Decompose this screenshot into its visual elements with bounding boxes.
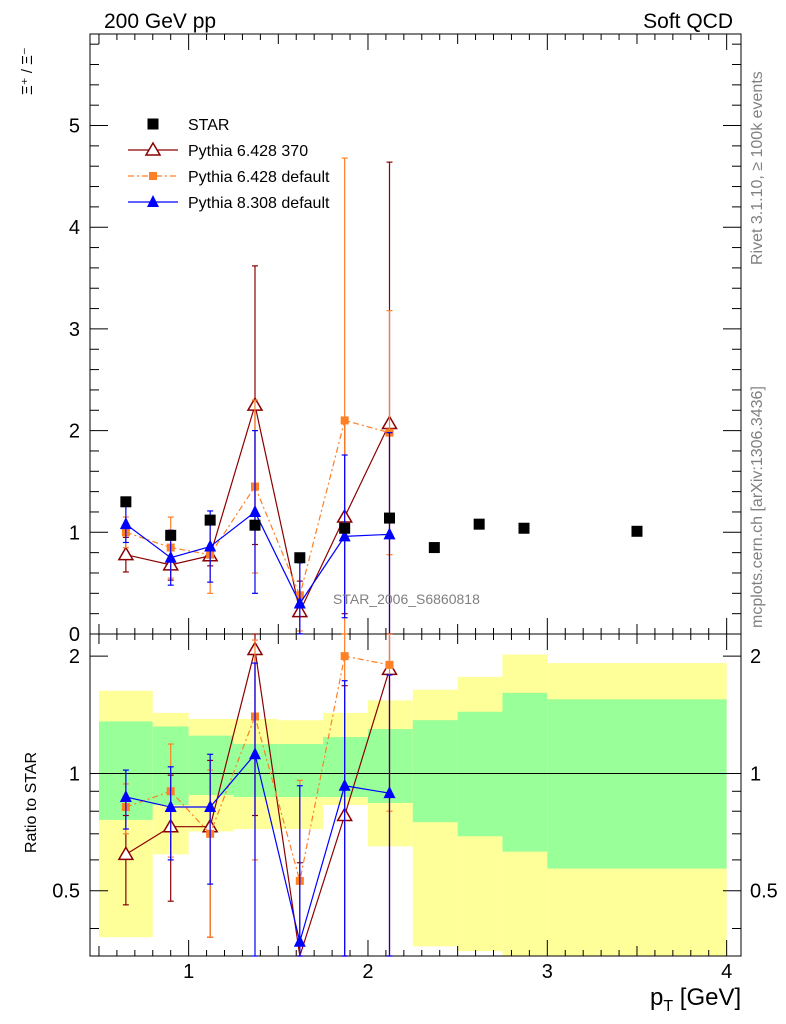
data-point: [340, 652, 349, 661]
inner-band-bin: [278, 744, 324, 798]
header-right: Soft QCD: [643, 10, 733, 33]
x-tick-label: 4: [721, 961, 732, 983]
x-tick-label: 3: [542, 961, 553, 983]
ratio-y-tick-label: 2: [69, 646, 80, 668]
data-point: [147, 118, 159, 130]
legend-label: Pythia 6.428 default: [188, 169, 330, 186]
legend: STAR Pythia 6.428 370 Pythia 6.428 default…: [128, 117, 330, 212]
inner-band-bin: [412, 720, 458, 823]
main-y-axis-label: Ξ⁺ / Ξ⁻: [19, 47, 36, 95]
legend-label: Pythia 8.308 default: [188, 195, 330, 212]
data-point: [119, 790, 132, 803]
axis-labels: 1 2 3 4 0 1 2 3 4 5 0.5 0.5 1 1 2 2: [52, 116, 778, 983]
legend-label: STAR: [188, 117, 229, 134]
plot-frames: [89, 33, 742, 957]
data-point: [204, 539, 217, 552]
y-tick-label: 1: [69, 522, 80, 544]
inner-band-bin: [502, 692, 548, 852]
main-series: [117, 161, 398, 635]
inner-band-bin: [457, 711, 503, 837]
y-tick-label: 2: [69, 421, 80, 443]
rivet-label: Rivet 3.1.10, ≥ 100k events: [749, 71, 766, 265]
ratio-series: [119, 662, 396, 957]
ratio-y-tick-label-right: 2: [750, 646, 761, 668]
legend-entry: Pythia 6.428 370: [128, 141, 308, 160]
main-series-line: [125, 405, 391, 614]
legend-label: Pythia 6.428 370: [188, 143, 308, 160]
data-point: [165, 529, 177, 541]
x-tick-label: 1: [183, 961, 194, 983]
data-point: [339, 522, 351, 534]
ratio-bands: [98, 654, 727, 956]
y-tick-label: 5: [69, 116, 80, 138]
data-point: [338, 778, 351, 791]
data-point: [383, 786, 396, 799]
header-left: 200 GeV pp: [104, 10, 216, 33]
inner-band-bin: [188, 735, 234, 796]
inner-band-bin: [547, 699, 727, 869]
data-point: [248, 747, 261, 760]
data-point: [204, 800, 217, 813]
legend-entry: STAR: [147, 117, 229, 134]
y-tick-label: 0: [69, 624, 80, 646]
data-point: [293, 596, 306, 609]
data-point: [340, 416, 349, 425]
ratio-plot-frame: [89, 633, 742, 957]
x-tick-label: 2: [362, 961, 373, 983]
data-point: [383, 512, 395, 524]
data-point: [248, 504, 261, 517]
data-point: [204, 514, 216, 526]
data-point: [164, 800, 177, 813]
legend-entry: Pythia 8.308 default: [128, 195, 330, 212]
analysis-watermark: STAR_2006_S6860818: [333, 591, 480, 607]
data-point: [473, 518, 485, 530]
ratio-y-tick-label: 0.5: [52, 881, 80, 903]
data-point: [338, 529, 351, 542]
data-point: [120, 496, 132, 508]
data-point: [164, 550, 177, 563]
ratio-y-axis-label: Ratio to STAR: [23, 752, 40, 853]
data-point: [383, 527, 396, 540]
ratio-y-tick-label-right: 1: [750, 763, 761, 785]
data-point: [385, 660, 394, 669]
data-point: [428, 542, 440, 554]
x-axis-label: pT [GeV]: [650, 984, 741, 1015]
data-point: [117, 845, 135, 861]
ratio-y-tick-label-right: 0.5: [750, 881, 778, 903]
legend-entry: Pythia 6.428 default: [128, 169, 330, 186]
data-point: [631, 525, 643, 537]
y-tick-label: 4: [69, 217, 80, 239]
star-data-series: [120, 496, 643, 564]
axis-ticks: [90, 34, 741, 956]
data-marks: [117, 157, 643, 957]
y-tick-label: 3: [69, 319, 80, 341]
data-point: [117, 546, 135, 561]
data-point: [119, 517, 132, 530]
data-point: [149, 172, 157, 180]
data-point: [518, 522, 530, 534]
data-point: [293, 934, 306, 947]
data-point: [144, 141, 162, 156]
main-series: [119, 430, 396, 635]
data-point: [294, 552, 306, 564]
data-point: [249, 519, 261, 531]
mcplots-label: mcplots.cern.ch [arXiv:1306.3436]: [749, 386, 766, 628]
ratio-y-tick-label: 1: [69, 763, 80, 785]
data-point: [147, 195, 159, 207]
